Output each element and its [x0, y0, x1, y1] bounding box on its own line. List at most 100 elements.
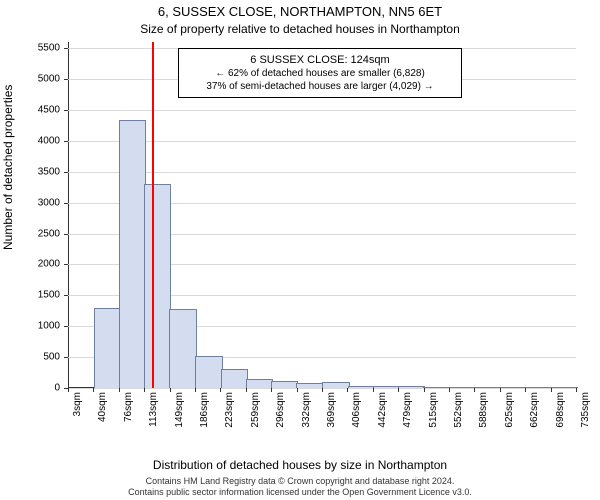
ytick-label: 2000	[38, 259, 60, 270]
histogram-bar	[348, 386, 375, 388]
xtick-label: 332sqm	[301, 392, 312, 428]
xtick-mark	[297, 388, 298, 392]
xtick-label: 442sqm	[377, 392, 388, 428]
xtick-mark	[525, 388, 526, 392]
histogram-bar	[373, 386, 401, 388]
ytick-mark	[64, 141, 68, 142]
ytick-label: 4000	[38, 135, 60, 146]
histogram-bar	[296, 383, 324, 388]
histogram-bar	[474, 387, 502, 388]
xtick-mark	[271, 388, 272, 392]
histogram-bar	[423, 387, 451, 388]
histogram-bar	[246, 379, 274, 388]
xtick-mark	[500, 388, 501, 392]
ytick-label: 1500	[38, 290, 60, 301]
xtick-label: 698sqm	[555, 392, 566, 428]
ytick-mark	[64, 48, 68, 49]
ytick-mark	[64, 79, 68, 80]
ytick-mark	[64, 295, 68, 296]
ytick-label: 3000	[38, 197, 60, 208]
ytick-label: 500	[43, 352, 60, 363]
ytick-label: 2500	[38, 228, 60, 239]
ytick-mark	[64, 203, 68, 204]
xtick-mark	[170, 388, 171, 392]
xtick-label: 296sqm	[275, 392, 286, 428]
xtick-mark	[195, 388, 196, 392]
y-axis-label: Number of detached properties	[1, 85, 15, 250]
xtick-label: 149sqm	[174, 392, 185, 428]
gridline-h	[68, 110, 576, 111]
histogram-bar	[525, 387, 552, 388]
ytick-label: 0	[54, 383, 60, 394]
xtick-label: 369sqm	[326, 392, 337, 428]
xtick-mark	[449, 388, 450, 392]
xtick-mark	[347, 388, 348, 392]
xtick-mark	[220, 388, 221, 392]
xtick-mark	[474, 388, 475, 392]
xtick-mark	[551, 388, 552, 392]
chart-title-main: 6, SUSSEX CLOSE, NORTHAMPTON, NN5 6ET	[0, 4, 600, 19]
footer-line-2: Contains public sector information licen…	[0, 487, 600, 498]
annotation-line-1: ← 62% of detached houses are smaller (6,…	[185, 67, 455, 80]
chart-footer: Contains HM Land Registry data © Crown c…	[0, 476, 600, 498]
xtick-label: 113sqm	[148, 392, 159, 427]
histogram-bar	[221, 369, 248, 388]
histogram-bar	[550, 387, 578, 388]
xtick-label: 259sqm	[250, 392, 261, 428]
histogram-bar	[195, 356, 223, 388]
annotation-box: 6 SUSSEX CLOSE: 124sqm← 62% of detached …	[178, 48, 462, 98]
histogram-bar	[500, 387, 528, 388]
ytick-label: 1000	[38, 321, 60, 332]
y-axis-line	[68, 42, 69, 388]
xtick-label: 406sqm	[351, 392, 362, 428]
histogram-chart: 6, SUSSEX CLOSE, NORTHAMPTON, NN5 6ET Si…	[0, 0, 600, 500]
chart-title-sub: Size of property relative to detached ho…	[0, 22, 600, 36]
ytick-mark	[64, 264, 68, 265]
xtick-mark	[144, 388, 145, 392]
xtick-mark	[424, 388, 425, 392]
histogram-bar	[119, 120, 147, 388]
histogram-bar	[398, 386, 425, 388]
ytick-label: 5000	[38, 74, 60, 85]
annotation-title: 6 SUSSEX CLOSE: 124sqm	[185, 53, 455, 67]
histogram-bar	[169, 309, 197, 388]
xtick-label: 40sqm	[97, 392, 108, 422]
xtick-label: 479sqm	[402, 392, 413, 428]
histogram-bar	[449, 387, 476, 388]
xtick-label: 3sqm	[72, 392, 83, 416]
plot-area: 0500100015002000250030003500400045005000…	[68, 42, 576, 388]
ytick-mark	[64, 357, 68, 358]
xtick-mark	[246, 388, 247, 392]
annotation-line-2: 37% of semi-detached houses are larger (…	[185, 80, 455, 93]
histogram-bar	[94, 308, 121, 388]
x-axis-label: Distribution of detached houses by size …	[0, 458, 600, 472]
xtick-mark	[398, 388, 399, 392]
xtick-label: 735sqm	[580, 392, 591, 428]
xtick-mark	[576, 388, 577, 392]
xtick-label: 552sqm	[453, 392, 464, 428]
histogram-bar	[322, 382, 350, 388]
ytick-mark	[64, 110, 68, 111]
xtick-label: 662sqm	[529, 392, 540, 428]
footer-line-1: Contains HM Land Registry data © Crown c…	[0, 476, 600, 487]
ytick-mark	[64, 172, 68, 173]
histogram-bar	[271, 381, 298, 388]
xtick-mark	[93, 388, 94, 392]
xtick-label: 625sqm	[504, 392, 515, 428]
xtick-mark	[322, 388, 323, 392]
reference-line	[152, 42, 154, 388]
xtick-label: 223sqm	[224, 392, 235, 428]
ytick-label: 4500	[38, 104, 60, 115]
histogram-bar	[144, 184, 171, 388]
xtick-label: 186sqm	[199, 392, 210, 428]
ytick-label: 3500	[38, 166, 60, 177]
xtick-mark	[119, 388, 120, 392]
xtick-label: 588sqm	[478, 392, 489, 428]
xtick-mark	[373, 388, 374, 392]
ytick-mark	[64, 326, 68, 327]
xtick-mark	[68, 388, 69, 392]
ytick-label: 5500	[38, 43, 60, 54]
xtick-label: 515sqm	[428, 392, 439, 428]
xtick-label: 76sqm	[123, 392, 134, 422]
ytick-mark	[64, 234, 68, 235]
